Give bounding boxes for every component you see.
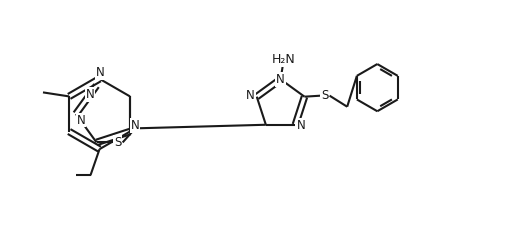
Text: N: N [245, 89, 254, 102]
Text: N: N [276, 73, 284, 86]
Text: S: S [114, 136, 121, 149]
Text: N: N [96, 66, 105, 79]
Text: N: N [85, 88, 94, 101]
Text: N: N [76, 114, 85, 126]
Text: H₂N: H₂N [271, 53, 294, 66]
Text: S: S [320, 89, 328, 102]
Text: N: N [130, 119, 139, 132]
Text: N: N [296, 119, 305, 132]
